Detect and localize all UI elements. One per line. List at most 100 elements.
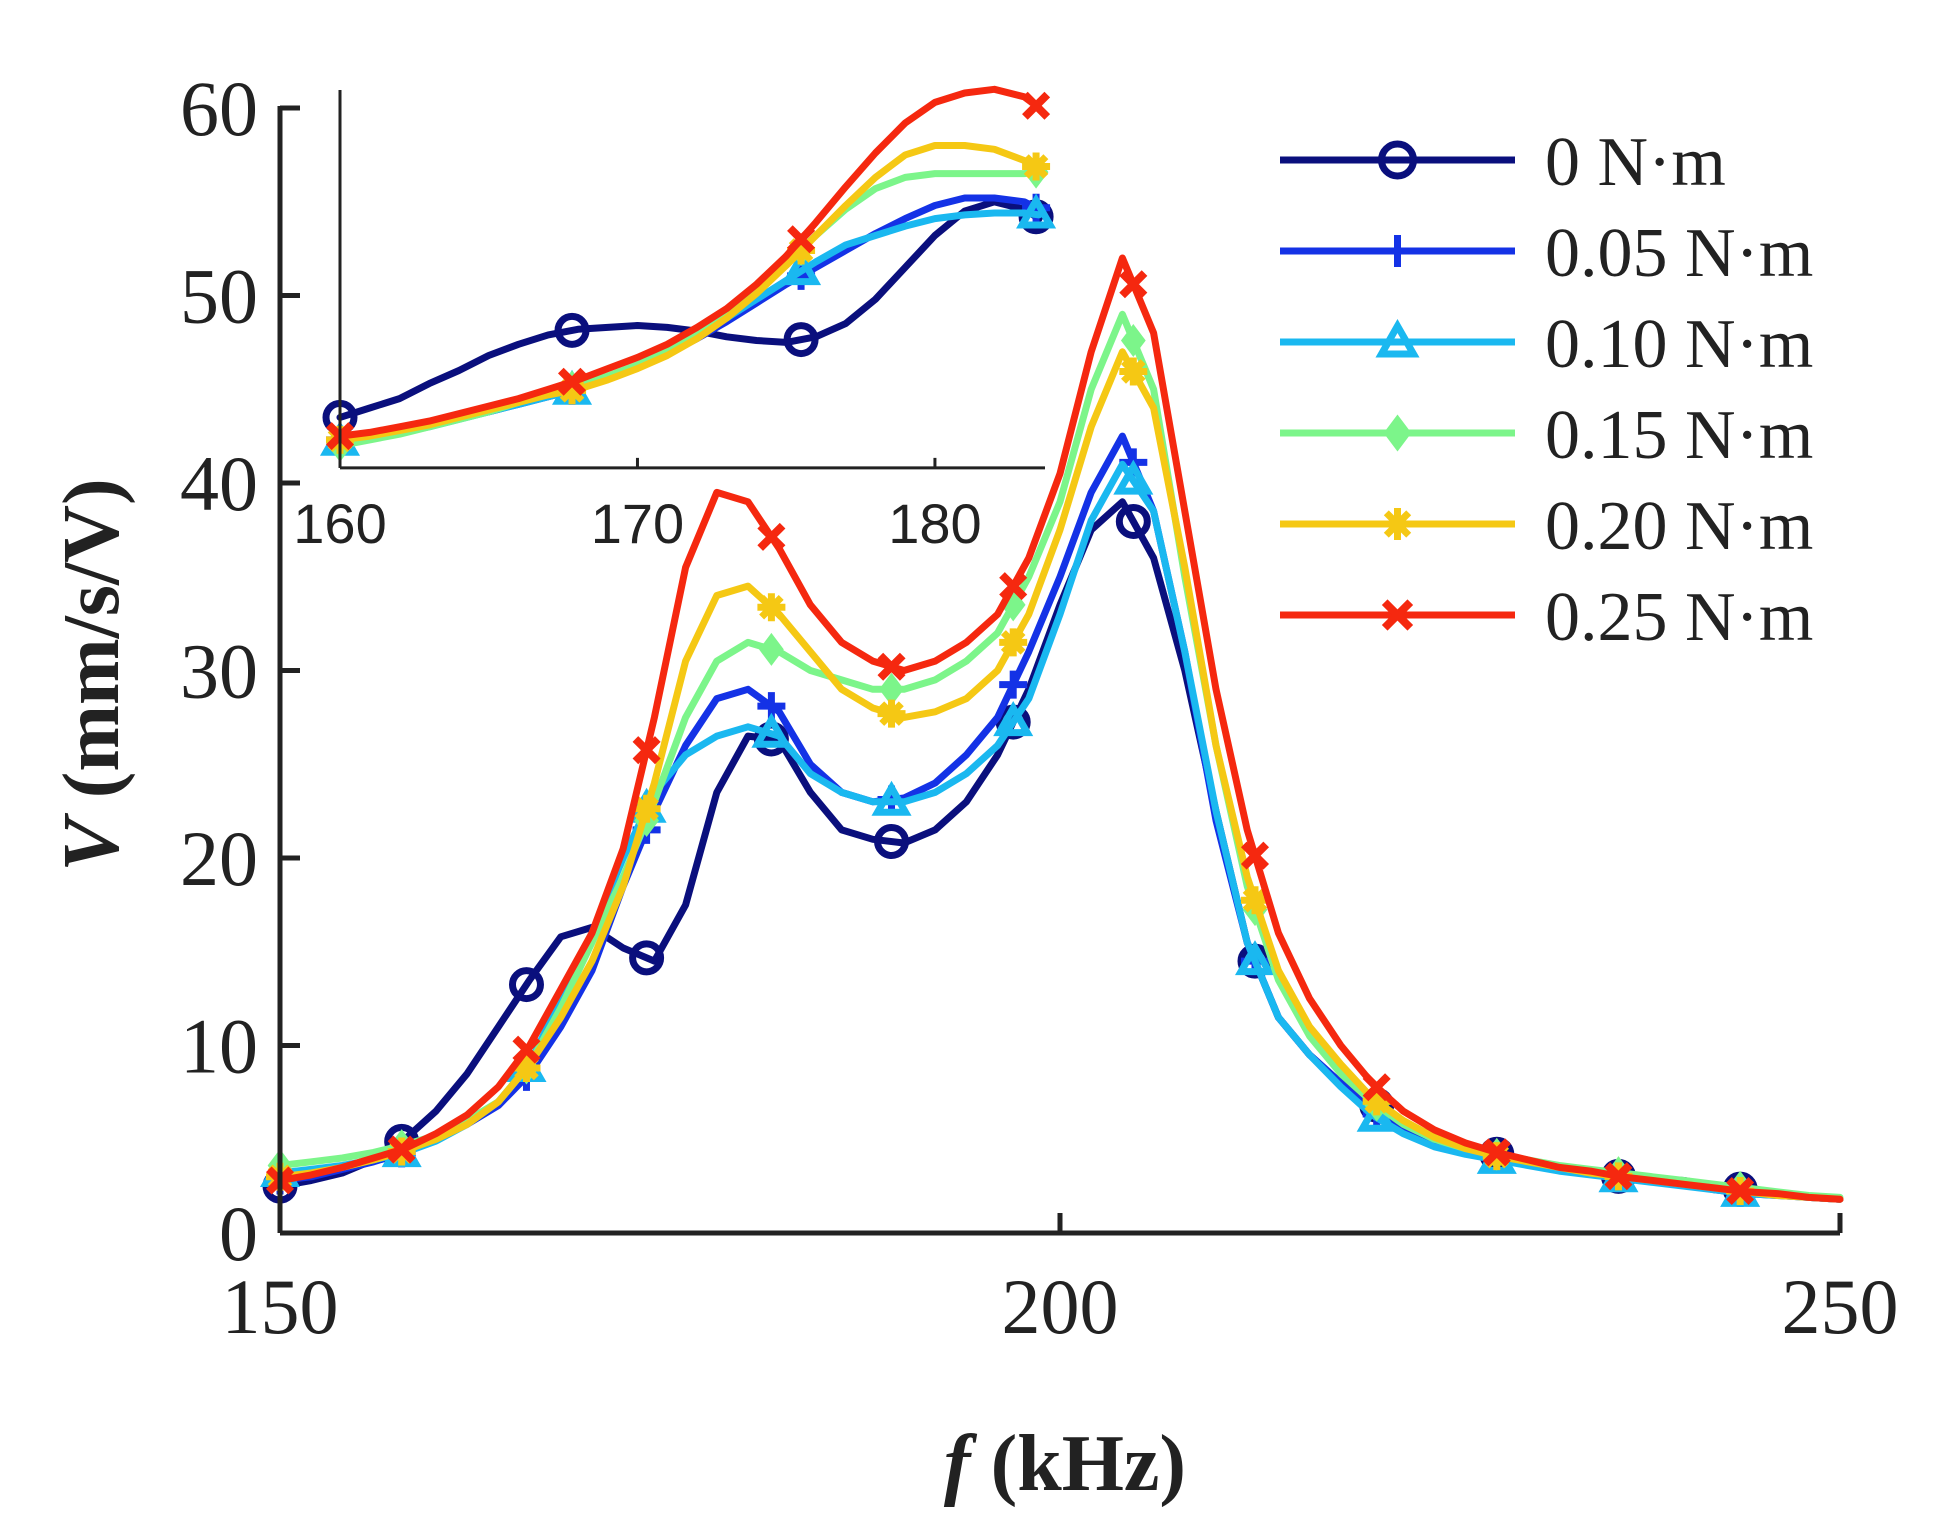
series-marker-5-1	[387, 1135, 416, 1164]
series-marker-2-4	[751, 712, 792, 748]
legend-marker-5	[1381, 599, 1414, 631]
legend-marker-4	[1381, 508, 1414, 540]
series-marker-3-7	[1120, 324, 1146, 357]
y-axis-label: V (mm/s/V)	[48, 478, 136, 871]
legend-label: 0.10 N·m	[1545, 306, 1813, 383]
series-marker-2-7-shape	[1113, 459, 1154, 495]
series-marker-5-8-shape	[1240, 841, 1270, 870]
inset-marker-4-1-shape	[558, 376, 587, 405]
series-marker-0-3-shape	[629, 940, 665, 976]
series-marker-1-6-shape	[999, 670, 1028, 699]
series-marker-4-9-shape	[1362, 1087, 1391, 1116]
inset-series-line	[336, 142, 1043, 444]
x-tick-label: 250	[1782, 1263, 1899, 1350]
series-marker-2-5	[871, 780, 912, 816]
series-marker-5-12-shape	[1726, 1176, 1755, 1206]
series-marker-5-5-shape	[877, 652, 906, 681]
inset-marker-4-3	[1022, 152, 1051, 181]
series-marker-3-4-shape	[759, 632, 784, 666]
legend-marker-2-shape	[1375, 318, 1420, 358]
legend-marker-3	[1383, 414, 1412, 452]
series-marker-5-10-shape	[1482, 1138, 1511, 1167]
series-marker-0-2-shape	[508, 967, 544, 1003]
series-marker-2-6-shape	[993, 701, 1034, 737]
series-marker-0-7	[1115, 503, 1151, 539]
legend-marker-2	[1375, 318, 1420, 358]
y-tick-label: 0	[219, 1190, 258, 1277]
legend-label: 0.25 N·m	[1545, 579, 1813, 656]
inset-series-0	[322, 198, 1054, 435]
series-marker-5-2	[512, 1035, 541, 1064]
inset-series-4	[326, 142, 1051, 454]
series-marker-5-8	[1240, 841, 1270, 870]
legend-marker-0-shape	[1378, 140, 1417, 180]
legend-marker-1	[1381, 235, 1414, 267]
series-marker-4-4-shape	[757, 593, 786, 622]
legend-entry-1: 0.05 N·m	[1280, 215, 1813, 292]
series-marker-5-6-shape	[999, 572, 1028, 601]
series-marker-4-8-shape	[1241, 886, 1269, 915]
legend-label: 0.05 N·m	[1545, 215, 1813, 292]
inset-series-2	[319, 193, 1057, 456]
series-marker-4-4	[757, 593, 786, 622]
series-marker-2-8	[1234, 940, 1276, 976]
inset-marker-4-2-shape	[787, 236, 816, 265]
series-marker-4-7-shape	[1119, 357, 1148, 386]
inset-marker-4-3-shape	[1022, 152, 1051, 181]
y-tick-label: 60	[180, 65, 258, 152]
series-marker-4-9	[1362, 1087, 1391, 1116]
series-marker-4-5-shape	[877, 699, 906, 728]
series-marker-5-2-shape	[512, 1035, 541, 1064]
x-tick-label: 150	[222, 1263, 339, 1350]
y-axis-label-unit: (mm/s/V)	[48, 478, 136, 818]
series-marker-5-3-shape	[632, 736, 661, 765]
series-marker-0-2	[508, 967, 544, 1003]
y-tick-label: 10	[180, 1003, 258, 1090]
series-marker-4-6	[999, 628, 1028, 657]
series-line	[276, 254, 1844, 1203]
legend-marker-4-shape	[1381, 508, 1414, 540]
inset-marker-2-3-shape	[1016, 193, 1057, 229]
legend-marker-1-shape	[1381, 235, 1414, 267]
series-marker-4-6-shape	[999, 628, 1028, 657]
series-marker-4-3	[632, 794, 661, 823]
legend-entry-4: 0.20 N·m	[1280, 488, 1813, 565]
y-tick-label: 40	[180, 440, 258, 527]
series-marker-5-12	[1726, 1176, 1755, 1206]
inset-marker-5-2-shape	[787, 225, 816, 254]
legend-marker-3-shape	[1383, 414, 1412, 452]
series-marker-1-6	[999, 670, 1028, 699]
series-marker-0-5-shape	[874, 824, 910, 859]
inset-marker-2-3	[1016, 193, 1057, 229]
series-marker-4-2-shape	[512, 1054, 541, 1082]
series-marker-0-3	[629, 940, 665, 976]
inset-marker-2-2	[781, 250, 822, 286]
y-tick-label: 30	[180, 628, 258, 715]
series-marker-2-9-shape	[1356, 1096, 1397, 1132]
series-marker-2-9	[1356, 1096, 1397, 1132]
x-axis-label-unit: (kHz)	[971, 1420, 1187, 1508]
legend-marker-5-shape	[1381, 599, 1414, 631]
series-marker-4-2	[512, 1054, 541, 1082]
main-plot	[259, 254, 1844, 1207]
inset-marker-0-2	[783, 322, 819, 358]
series-marker-5-4	[757, 522, 786, 551]
inset-marker-5-1	[557, 367, 587, 396]
y-axis-label-symbol: V	[48, 813, 136, 872]
inset-x-tick-label: 180	[888, 492, 981, 555]
inset-x-tick-label: 160	[293, 492, 386, 555]
legend: 0 N·m 0.05 N·m 0.10 N·m 0.15 N·m 0.20 N·m 0.2…	[1280, 124, 1813, 656]
series-marker-2-4-shape	[751, 712, 792, 748]
series-marker-4-8	[1241, 886, 1269, 915]
inset-marker-5-3	[1022, 91, 1051, 120]
series-marker-5-1-shape	[387, 1135, 416, 1164]
series-marker-5-10	[1482, 1138, 1511, 1167]
series-marker-2-6	[993, 701, 1034, 737]
inset-marker-5-1-shape	[557, 367, 587, 396]
series-marker-5-7-shape	[1119, 270, 1148, 299]
series-marker-5-9-shape	[1362, 1073, 1391, 1102]
series-marker-5-4-shape	[757, 522, 786, 551]
series-marker-5-9	[1362, 1073, 1391, 1102]
inset-series-line	[336, 168, 1043, 449]
